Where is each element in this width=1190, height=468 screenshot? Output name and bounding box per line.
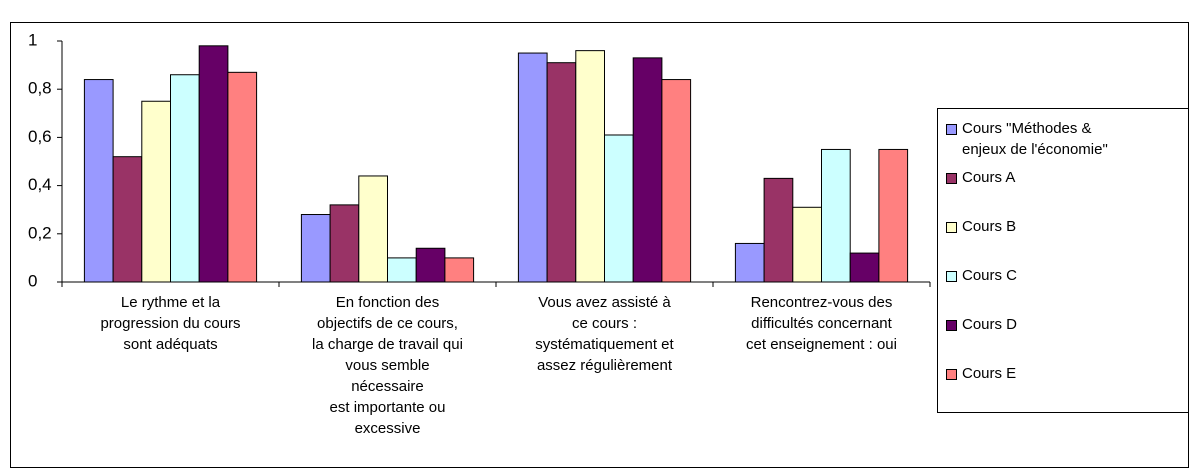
bar [329,204,360,283]
bar [300,214,331,283]
y-tick-label: 0,6 [28,127,52,146]
bar [763,177,794,283]
x-tick-label: En fonction des objectifs de ce cours, l… [312,294,463,437]
legend-label: Cours C [962,267,1018,284]
bar [141,100,172,283]
bar [358,175,388,283]
x-tick-label: Vous avez assisté à ce cours : systémati… [535,294,674,374]
bar [661,79,692,283]
bar [821,148,851,283]
legend-label: Cours E [962,365,1017,382]
y-tick-label: 0 [28,271,37,290]
y-tick-label: 0,2 [28,223,52,242]
x-tick-label: Rencontrez-vous des difficultés concerna… [746,294,897,353]
legend-label: Cours A [962,169,1016,186]
legend-swatch [946,271,957,282]
bar [575,50,605,283]
legend-label: Cours "Méthodes & enjeux de l'économie" [962,120,1108,158]
legend-swatch [946,320,957,331]
legend-box [937,108,1189,413]
bar [227,71,258,283]
bar [198,45,229,283]
legend-swatch [946,124,957,135]
bar [878,148,909,283]
bar [792,206,822,283]
bar [546,62,577,283]
bar [83,79,114,283]
bar [734,242,765,283]
bar [444,257,475,283]
y-tick-label: 1 [28,30,37,49]
legend-label: Cours B [962,218,1017,235]
bar [170,74,200,283]
x-tick-label: Le rythme et la progression du cours son… [100,294,241,353]
legend-swatch [946,222,957,233]
bar [849,252,880,283]
y-tick-label: 0,4 [28,175,52,194]
bar [112,156,143,283]
legend-swatch [946,369,957,380]
bar [632,57,663,283]
bar [387,257,417,283]
legend-swatch [946,173,957,184]
bar [604,134,634,283]
bar [415,247,446,283]
y-tick-label: 0,8 [28,79,52,98]
bar [517,52,548,283]
legend-label: Cours D [962,316,1018,333]
